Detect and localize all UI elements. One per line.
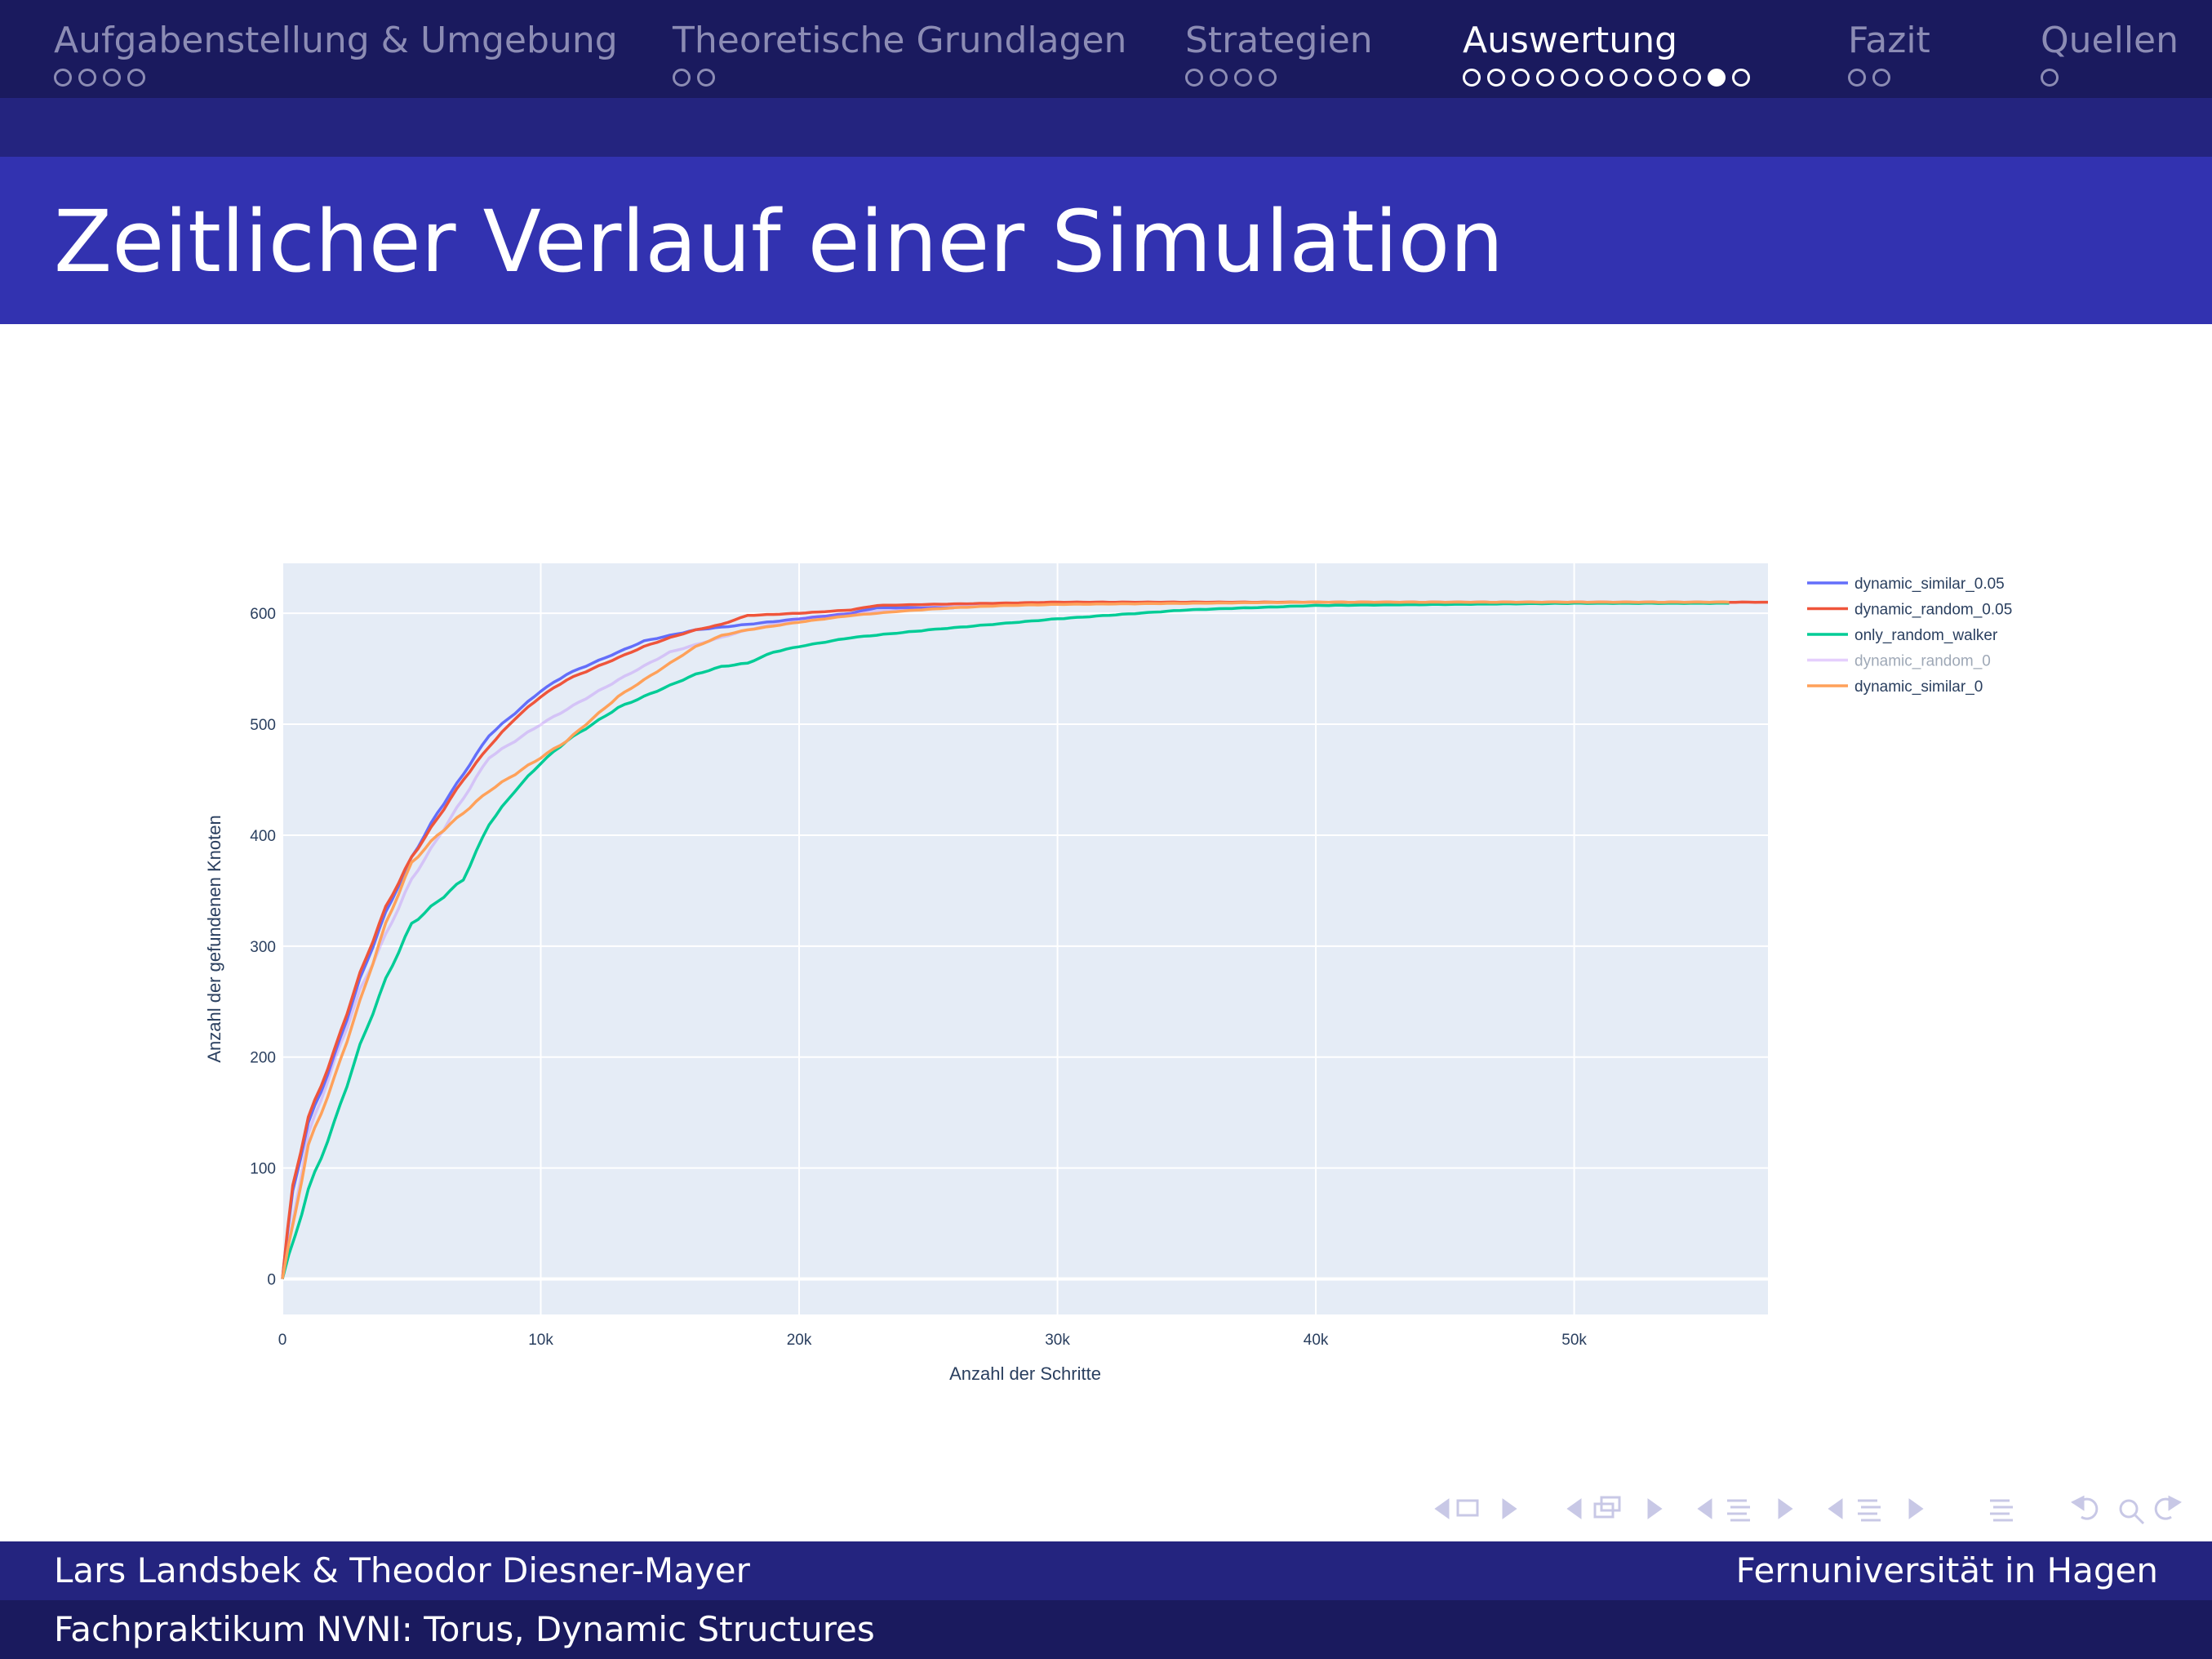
nav-section-label[interactable]: Auswertung [1463,20,1678,61]
next-frame-arrow-icon [1647,1498,1663,1519]
y-tick-label: 0 [267,1272,276,1289]
nav-section-4[interactable]: Auswertung [1463,18,1757,90]
next-slide-arrow-icon [1502,1498,1517,1519]
frame-dot[interactable] [1259,69,1277,87]
nav-section-5[interactable]: Fazit [1848,18,1930,90]
frame-dot[interactable] [1185,69,1203,87]
forward-icon [2154,1497,2174,1520]
y-tick-label: 500 [250,717,276,734]
y-tick-label: 400 [250,828,276,845]
series-line-dynamic_similar_0.05 [281,606,955,1279]
x-tick-label: 20k [787,1332,812,1349]
x-tick-label: 30k [1045,1332,1070,1349]
frame-dot[interactable] [1659,69,1677,87]
footer-authors: Lars Landsbek & Theodor Diesner-Mayer [54,1550,750,1590]
subsection-bar [0,98,2212,157]
legend-entry: dynamic_similar_0.05 [1854,576,2005,593]
frame-dot[interactable] [54,69,72,87]
y-tick-label: 200 [250,1050,276,1067]
x-tick-label: 50k [1561,1332,1587,1349]
frame-dot[interactable] [1234,69,1252,87]
series-line-dynamic_similar_0 [281,600,1730,1279]
legend-entry: dynamic_random_0 [1854,653,1991,670]
prev-subsection-arrow-icon [1697,1498,1712,1519]
footer-institution: Fernuniversität in Hagen [1735,1550,2158,1590]
y-axis-label: Anzahl der gefundenen Knoten [204,815,224,1062]
nav-section-label[interactable]: Strategien [1185,20,1373,61]
frame-dot[interactable] [1732,69,1750,87]
frame-dot[interactable] [1210,69,1228,87]
current-frame-dot[interactable] [1708,69,1726,87]
prev-slide-arrow-icon [1434,1498,1450,1519]
frame-dot[interactable] [1872,69,1890,87]
x-tick-label: 10k [528,1332,553,1349]
y-tick-label: 100 [250,1161,276,1178]
nav-frame-dots [1848,65,1930,90]
nav-section-label[interactable]: Fazit [1848,20,1930,61]
nav-section-6[interactable]: Quellen [2041,18,2179,90]
next-subsection-arrow-icon [1778,1498,1793,1519]
simulation-line-chart: 0 10k 20k 30k 40k 50k 0 100 200 300 400 500 600 Anzah… [204,563,2012,1384]
legend-entry: only_random_walker [1854,627,1998,644]
nav-section-2[interactable]: Theoretische Grundlagen [673,18,1126,90]
search-icon [2119,1499,2139,1519]
section-navigation-bar: Aufgabenstellung & Umgebung Theoretische … [0,0,2212,98]
frame-dot[interactable] [1561,69,1579,87]
nav-section-1[interactable]: Aufgabenstellung & Umgebung [54,18,618,90]
frame-dot[interactable] [1512,69,1530,87]
frame-dot[interactable] [1634,69,1652,87]
frame-dot[interactable] [1848,69,1866,87]
footer-course-bar: Fachpraktikum NVNI: Torus, Dynamic Struc… [0,1600,2212,1659]
footer-authors-bar: Lars Landsbek & Theodor Diesner-Mayer Fe… [0,1541,2212,1600]
frame-dot[interactable] [1585,69,1603,87]
frame-dot[interactable] [1683,69,1701,87]
nav-section-3[interactable]: Strategien [1185,18,1373,90]
prev-frame-arrow-icon [1566,1498,1582,1519]
nav-frame-dots [673,65,1126,90]
next-section-arrow-icon [1908,1498,1924,1519]
nav-frame-dots [1463,65,1757,90]
nav-frame-dots [54,65,618,90]
nav-section-label[interactable]: Theoretische Grundlagen [673,20,1127,61]
series-line-dynamic_random_0 [281,603,980,1279]
prev-section-arrow-icon [1828,1498,1843,1519]
x-tick-label: 0 [278,1332,287,1349]
x-axis-label: Anzahl der Schritte [949,1363,1101,1384]
frame-dot[interactable] [2041,69,2059,87]
y-tick-label: 300 [250,939,276,956]
frame-dot[interactable] [697,69,715,87]
legend-entry: dynamic_random_0.05 [1854,602,2012,619]
frame-title-bar: Zeitlicher Verlauf einer Simulation [0,157,2212,324]
x-tick-label: 40k [1304,1332,1329,1349]
back-icon [2078,1497,2099,1520]
frame-dot[interactable] [1487,69,1505,87]
frame-dot[interactable] [1463,69,1481,87]
frame-dot[interactable] [1536,69,1554,87]
y-tick-label: 600 [250,606,276,623]
frame-dot[interactable] [1610,69,1628,87]
plot-area [282,563,1768,1314]
series-line-only_random_walker [281,601,1730,1279]
legend-entry: dynamic_similar_0 [1854,678,1983,696]
footer-course: Fachpraktikum NVNI: Torus, Dynamic Struc… [54,1609,875,1649]
nav-frame-dots [1185,65,1373,90]
nav-section-label[interactable]: Quellen [2041,20,2179,61]
frame-dot[interactable] [78,69,96,87]
frame-dot[interactable] [103,69,121,87]
nav-frame-dots [2041,65,2179,90]
frame-icon [1456,1499,1479,1517]
slide-title: Zeitlicher Verlauf einer Simulation [54,192,1504,291]
frame-dot[interactable] [673,69,691,87]
frame-dot[interactable] [127,69,145,87]
nav-section-label[interactable]: Aufgabenstellung & Umgebung [54,20,618,61]
beamer-navigation-symbols[interactable] [1420,1484,2204,1533]
